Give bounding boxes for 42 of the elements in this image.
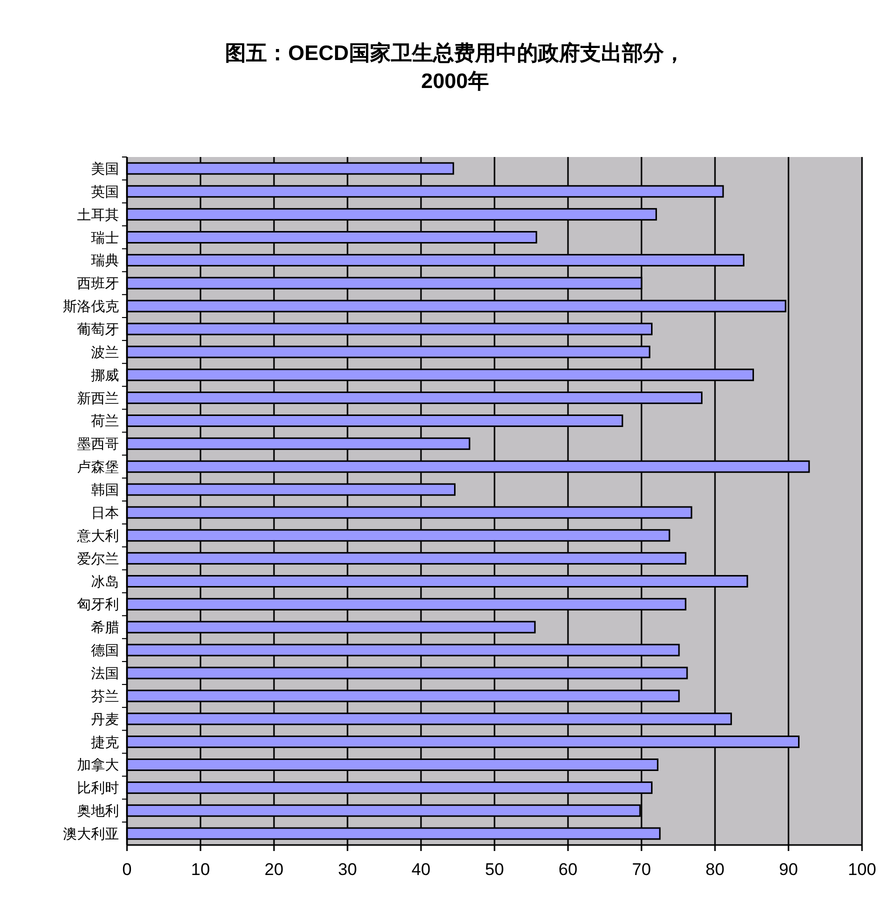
y-tick-label: 土耳其 [77, 206, 119, 222]
y-tick-label: 捷克 [91, 734, 119, 750]
y-tick-label: 日本 [91, 504, 119, 520]
x-tick-label: 90 [779, 860, 798, 879]
x-tick-label: 100 [848, 860, 876, 879]
y-tick-label: 瑞士 [91, 229, 119, 246]
y-tick-label: 墨西哥 [77, 436, 119, 452]
y-tick-label: 芬兰 [91, 688, 119, 704]
y-tick-label: 荷兰 [91, 412, 119, 429]
y-tick-label: 丹麦 [91, 710, 119, 727]
y-tick-label: 意大利 [76, 527, 119, 544]
y-tick-label: 韩国 [91, 482, 119, 498]
x-tick-label: 30 [338, 860, 357, 879]
y-tick-label: 美国 [91, 160, 119, 176]
y-tick-label: 葡萄牙 [77, 321, 119, 337]
x-tick-label: 40 [412, 860, 430, 879]
y-tick-label: 比利时 [77, 780, 119, 796]
x-tick-label: 0 [122, 860, 132, 879]
y-tick-label: 奥地利 [77, 802, 119, 819]
y-tick-label: 冰岛 [91, 573, 119, 590]
y-tick-label: 澳大利亚 [63, 826, 119, 842]
y-tick-label: 匈牙利 [77, 596, 119, 612]
x-tick-label: 50 [485, 860, 504, 879]
y-tick-label: 法国 [91, 665, 119, 681]
x-tick-label: 70 [632, 860, 651, 879]
y-tick-label: 瑞典 [91, 252, 119, 268]
y-tick-label: 德国 [91, 642, 119, 658]
y-tick-label: 希腊 [91, 619, 119, 636]
y-tick-label: 斯洛伐克 [63, 298, 119, 314]
x-tick-label: 60 [558, 860, 578, 879]
chart-title: 图五：OECD国家卫生总费用中的政府支出部分，2000年 [224, 40, 686, 95]
x-tick-label: 20 [264, 860, 284, 879]
y-tick-label: 波兰 [91, 344, 119, 360]
y-tick-label: 英国 [91, 183, 119, 200]
y-tick-label: 西班牙 [77, 275, 119, 292]
x-tick-label: 80 [706, 860, 724, 879]
y-tick-label: 爱尔兰 [77, 550, 119, 566]
y-tick-label: 新西兰 [77, 390, 119, 406]
x-tick-label: 10 [191, 860, 210, 879]
y-tick-label: 卢森堡 [77, 458, 119, 475]
y-tick-label: 加拿大 [77, 756, 119, 773]
y-tick-label: 挪威 [91, 366, 119, 383]
